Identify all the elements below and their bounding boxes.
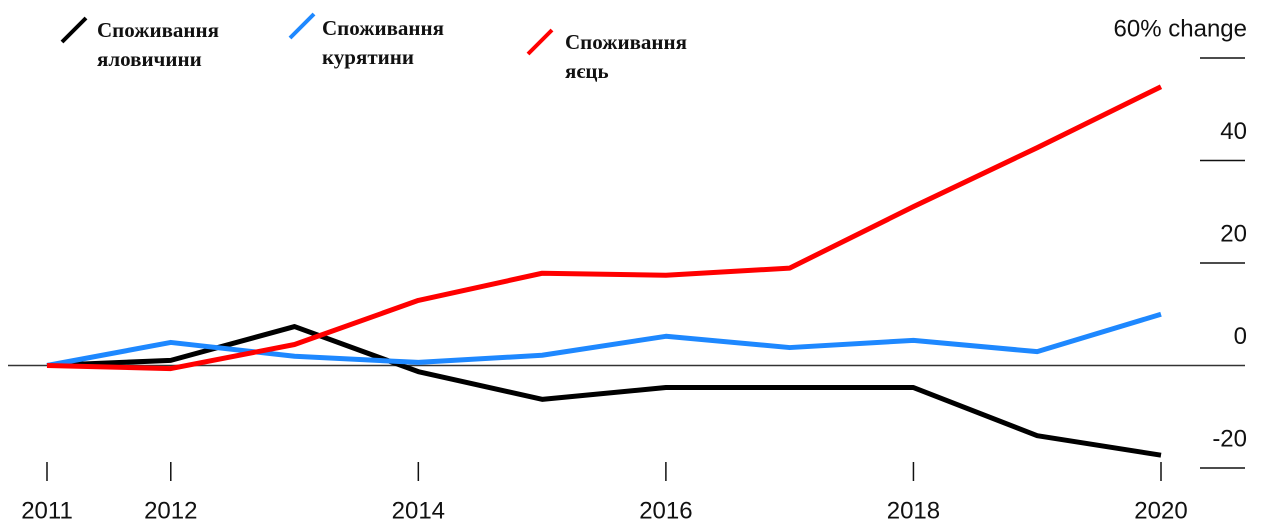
- x-tick-label: 2011: [21, 497, 73, 524]
- series-line: [46, 84, 1163, 372]
- y-tick-label: 60% change: [1114, 15, 1247, 42]
- legend-label: Споживання яєць: [565, 30, 687, 83]
- x-tick-label: 2014: [392, 497, 445, 524]
- y-tick-label: -20: [1212, 425, 1247, 452]
- x-tick-label: 2018: [887, 497, 940, 524]
- x-tick-label: 2016: [639, 497, 692, 524]
- legend-swatch: [60, 16, 88, 44]
- x-tick-label: 2012: [144, 497, 197, 524]
- legend-swatch: [288, 12, 316, 40]
- y-tick-label: 40: [1220, 118, 1247, 145]
- legend-swatch: [526, 28, 554, 56]
- series-line: [46, 311, 1162, 368]
- series-line: [46, 324, 1162, 458]
- y-tick-label: 20: [1220, 220, 1247, 247]
- x-tick-label: 2020: [1134, 497, 1187, 524]
- legend-label: Споживання яловичини: [97, 18, 219, 71]
- legend-label: Споживання курятини: [322, 16, 444, 69]
- y-tick-label: 0: [1234, 323, 1247, 350]
